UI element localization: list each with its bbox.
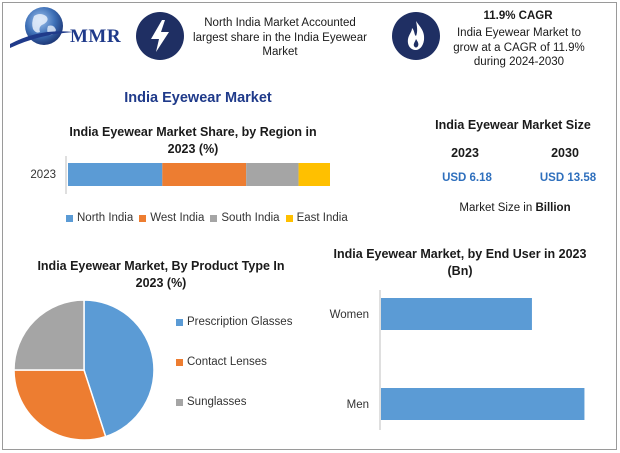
product-type-pie — [13, 299, 155, 441]
year-2023-label: 2023 — [451, 146, 479, 160]
mmr-logo — [8, 4, 126, 52]
bar-north-india — [68, 163, 163, 186]
end-user-label-women: Women — [330, 309, 369, 321]
main-title: India Eyewear Market — [124, 90, 272, 106]
legend-swatch — [176, 318, 183, 326]
end-user-chart: Women Men — [330, 290, 585, 430]
cagr-text: India Eyewear Market to grow at a CAGR o… — [453, 27, 585, 68]
product-type-title: India Eyewear Market, By Product Type In… — [37, 259, 285, 290]
legend-label: Prescription Glasses — [187, 316, 293, 328]
lightning-badge — [136, 12, 184, 60]
legend-prescription-glasses: Prescription Glasses — [176, 316, 292, 328]
legend-swatch — [285, 214, 293, 222]
legend-swatch — [176, 398, 183, 406]
legend-swatch — [139, 214, 147, 222]
globe-icon — [10, 7, 74, 48]
legend-label: West India — [150, 212, 205, 224]
bar-women — [381, 298, 532, 330]
end-user-label-men: Men — [347, 399, 369, 411]
legend-label: Sunglasses — [187, 396, 247, 408]
legend-label: East India — [296, 212, 348, 224]
legend-swatch — [210, 214, 218, 222]
value-2030: USD 13.58 — [539, 172, 597, 184]
cagr-title: 11.9% CAGR — [483, 10, 553, 22]
lightning-icon — [151, 20, 169, 52]
legend-east-india: East India — [285, 212, 348, 224]
legend-north-india: North India — [66, 212, 133, 224]
market-size-unit: Market Size in Billion — [459, 202, 571, 214]
pie-slice-sunglasses — [13, 299, 85, 371]
flame-badge — [392, 12, 440, 60]
bar-east-india — [298, 163, 330, 186]
legend-swatch — [176, 358, 183, 366]
legend-label: Contact Lenses — [187, 356, 267, 368]
flame-icon — [407, 21, 425, 50]
legend-contact-lenses: Contact Lenses — [176, 356, 292, 368]
market-size-title: India Eyewear Market Size — [435, 118, 591, 132]
year-2030-label: 2030 — [551, 146, 579, 160]
callout-north-india-text: North India Market Accounted largest sha… — [193, 17, 367, 58]
region-share-chart: 2023 — [30, 156, 330, 194]
bar-south-india — [246, 163, 299, 186]
legend-south-india: South India — [210, 212, 280, 224]
legend-sunglasses: Sunglasses — [176, 396, 292, 408]
legend-label: South India — [221, 212, 280, 224]
value-2023: USD 6.18 — [442, 172, 492, 184]
pie-slice-prescription-glasses — [83, 299, 155, 438]
end-user-title: India Eyewear Market, by End User in 202… — [333, 247, 587, 278]
region-category-label: 2023 — [30, 169, 56, 181]
legend-swatch — [66, 214, 73, 222]
bar-men — [381, 388, 585, 420]
legend-label: North India — [77, 212, 134, 224]
pie-slice-contact-lenses — [13, 369, 107, 441]
region-share-title: India Eyewear Market Share, by Region in… — [69, 125, 317, 156]
bar-west-india — [162, 163, 247, 186]
logo-text: MMR — [70, 26, 122, 47]
legend-west-india: West India — [139, 212, 204, 224]
region-legend: North India West India South India East … — [66, 212, 354, 224]
product-type-legend: Prescription Glasses Contact Lenses Sung… — [176, 316, 298, 436]
